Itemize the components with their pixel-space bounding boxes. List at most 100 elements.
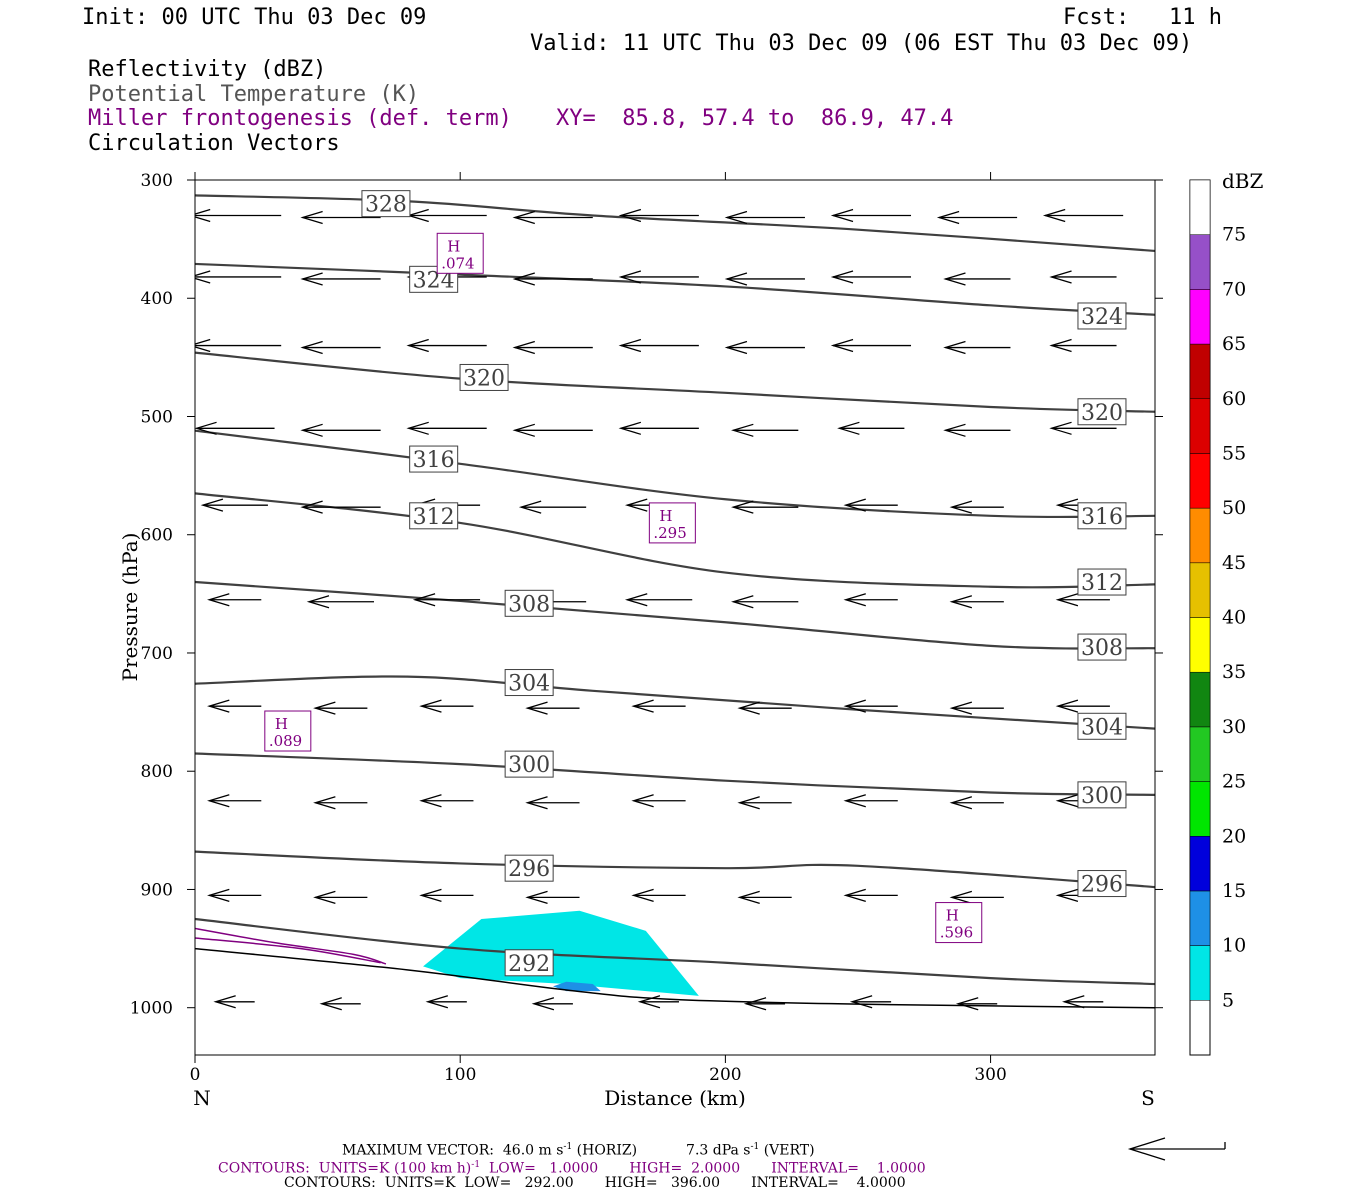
wind-vector-head — [207, 699, 230, 713]
frontogenesis-max-box — [935, 902, 983, 944]
theta-label: 312 — [413, 505, 455, 530]
theta-label: 292 — [508, 952, 550, 977]
theta-labels: 3283243243203203163163123123083083043043… — [361, 190, 1127, 977]
colorbar-label: 65 — [1222, 333, 1246, 355]
footer-contours-frontogenesis: CONTOURS: UNITS=K (100 km h)-1 LOW= 1.00… — [218, 1160, 926, 1177]
wind-vector-head — [949, 890, 973, 904]
wind-vector-head — [213, 995, 236, 1009]
wind-vector-head — [300, 340, 323, 355]
wind-vector-head — [737, 890, 760, 904]
colorbar-bin — [1189, 726, 1211, 782]
frontogenesis-max-label: H — [275, 715, 288, 733]
theta-label: 324 — [1081, 305, 1123, 330]
theta-label: 320 — [1081, 401, 1123, 426]
y-tick-label: 500 — [141, 407, 173, 427]
colorbar-title: dBZ — [1222, 169, 1264, 193]
reflectivity-layer — [423, 910, 699, 996]
theta-label: 300 — [508, 753, 550, 778]
wind-vector-head — [195, 421, 217, 435]
frontogenesis-max-box — [264, 710, 312, 752]
wind-vector-head — [631, 794, 654, 808]
colorbar-label: 75 — [1222, 224, 1246, 246]
theta-label-box — [504, 949, 554, 977]
wind-vector-head — [195, 208, 211, 223]
field-frontogenesis: Miller frontogenesis (def. term) — [88, 106, 512, 131]
colorbar-label: 20 — [1222, 825, 1246, 847]
wind-vector-head — [419, 888, 442, 902]
wind-vector-head — [843, 888, 866, 902]
reflectivity-area-5 — [423, 910, 699, 996]
valid-time: Valid: 11 UTC Thu 03 Dec 09 (06 EST Thu … — [530, 31, 1193, 56]
xy-coordinates: XY= 85.8, 57.4 to 86.9, 47.4 — [556, 106, 954, 131]
theta-contour-316 — [195, 429, 1155, 519]
wind-vector-head — [943, 423, 966, 437]
theta-label: 316 — [1081, 505, 1123, 530]
x-end-label-n: N — [193, 1086, 211, 1110]
x-tick-label: 300 — [974, 1065, 1006, 1085]
wind-vector-head — [631, 888, 654, 902]
wind-vector-head — [300, 500, 323, 514]
frontogenesis-contours — [195, 927, 1155, 1009]
wind-vector-head — [843, 498, 866, 512]
wind-vector-head — [624, 498, 648, 512]
field-theta: Potential Temperature (K) — [88, 82, 420, 107]
colorbar-label: 15 — [1222, 880, 1246, 902]
wind-vector-head — [1055, 593, 1079, 607]
wind-vector-head — [943, 340, 966, 355]
wind-vector-head — [200, 498, 224, 512]
x-tick-label: 0 — [190, 1065, 201, 1085]
field-reflectivity: Reflectivity (dBZ) — [88, 57, 327, 82]
wind-vector-head — [737, 796, 760, 810]
colorbar-label: 70 — [1222, 278, 1246, 300]
theta-label: 320 — [463, 366, 505, 391]
init-time: Init: 00 UTC Thu 03 Dec 09 — [82, 5, 427, 30]
wind-vector-head — [406, 338, 429, 353]
frontogenesis-max-box — [436, 232, 484, 274]
theta-label: 316 — [413, 448, 455, 473]
wind-vector-head — [1049, 421, 1072, 435]
y-tick-label: 800 — [141, 762, 173, 782]
wind-vector-head — [512, 272, 535, 286]
theta-label-box — [1077, 568, 1127, 596]
theta-label-box — [1077, 781, 1127, 809]
wind-vector-head — [949, 595, 973, 609]
wind-vector-head — [843, 593, 866, 607]
wind-vector-head — [618, 338, 642, 353]
theta-contour-328 — [195, 194, 1155, 253]
theta-label-box — [504, 854, 554, 882]
y-tick-label: 300 — [141, 171, 173, 191]
theta-label-box — [504, 750, 554, 778]
wind-vector-head — [743, 997, 767, 1011]
theta-contour-312 — [195, 492, 1155, 589]
reflectivity-area-10 — [553, 981, 601, 992]
wind-vector-head — [319, 997, 342, 1011]
wind-vector-head — [618, 270, 642, 284]
colorbar-bin — [1189, 179, 1211, 235]
theta-label-box — [1077, 633, 1127, 661]
theta-label-box — [504, 669, 554, 697]
colorbar-bin — [1189, 836, 1211, 892]
wind-vector-head — [313, 701, 336, 715]
colorbar-bin — [1189, 507, 1211, 564]
y-axis-label: Pressure (hPa) — [118, 533, 142, 682]
wind-vector-head — [637, 995, 661, 1009]
wind-vector-head — [830, 338, 854, 353]
wind-vector-head — [724, 272, 748, 286]
wind-vector-head — [1055, 888, 1079, 902]
wind-vector-head — [518, 500, 542, 514]
theta-label-box — [504, 589, 554, 617]
theta-label-box — [409, 502, 459, 530]
wind-vector-head — [195, 338, 211, 353]
y-tick-label: 900 — [141, 880, 173, 900]
colorbar-bin — [1189, 781, 1211, 837]
colorbar-label: 50 — [1222, 497, 1246, 519]
wind-vector-head — [531, 997, 555, 1011]
wind-vector-head — [849, 995, 873, 1009]
frontogenesis-max-value: .089 — [269, 732, 302, 750]
footer-contours-theta: CONTOURS: UNITS=K LOW= 292.00 HIGH= 396.… — [284, 1175, 906, 1191]
colorbar-bin — [1189, 617, 1211, 673]
wind-vector-head — [943, 272, 966, 286]
frontogenesis-max-box — [648, 502, 696, 544]
colorbar-bin — [1189, 343, 1211, 399]
